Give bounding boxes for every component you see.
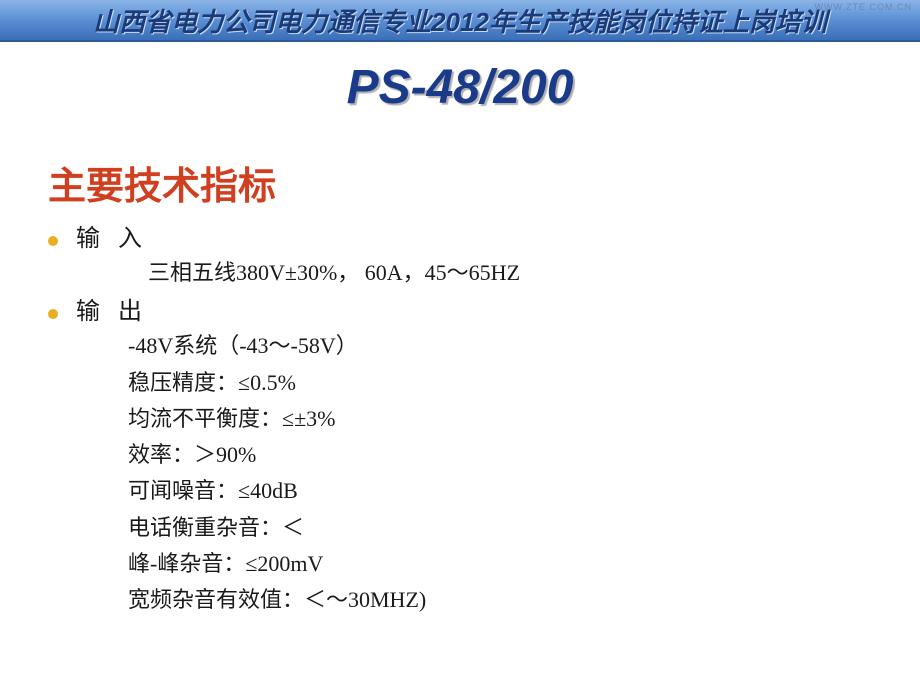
bullet-label-input: 输 入	[76, 218, 148, 253]
section-heading: 主要技术指标	[48, 155, 920, 210]
spec-line: 宽频杂音有效值：＜～30MHZ)	[128, 582, 920, 618]
bullet-label-output: 输 出	[76, 291, 148, 326]
spec-line: 电话衡重杂音：＜	[128, 510, 920, 546]
page-title: PS-48/200	[0, 60, 920, 115]
bullet-item-output: 输 出	[48, 291, 920, 326]
bullet-icon	[48, 309, 58, 319]
spec-line: 稳压精度：≤0.5%	[128, 365, 920, 401]
spec-line: 均流不平衡度：≤±3%	[128, 401, 920, 437]
watermark-text: WWW.ZTE.COM.CN	[815, 2, 912, 12]
content-area: 主要技术指标 输 入 三相五线380V±30%， 60A，45～65HZ 输 出…	[0, 155, 920, 619]
bullet-item-input: 输 入	[48, 218, 920, 253]
header-banner: 山西省电力公司电力通信专业2012年生产技能岗位持证上岗培训 WWW.ZTE.C…	[0, 0, 920, 42]
spec-line: 三相五线380V±30%， 60A，45～65HZ	[148, 255, 920, 291]
spec-line: -48V系统（-43～-58V）	[128, 328, 920, 364]
bullet-icon	[48, 236, 58, 246]
header-banner-text: 山西省电力公司电力通信专业2012年生产技能岗位持证上岗培训	[93, 2, 827, 39]
spec-line: 峰-峰杂音：≤200mV	[128, 546, 920, 582]
spec-line: 可闻噪音：≤40dB	[128, 473, 920, 509]
spec-line: 效率：＞90%	[128, 437, 920, 473]
